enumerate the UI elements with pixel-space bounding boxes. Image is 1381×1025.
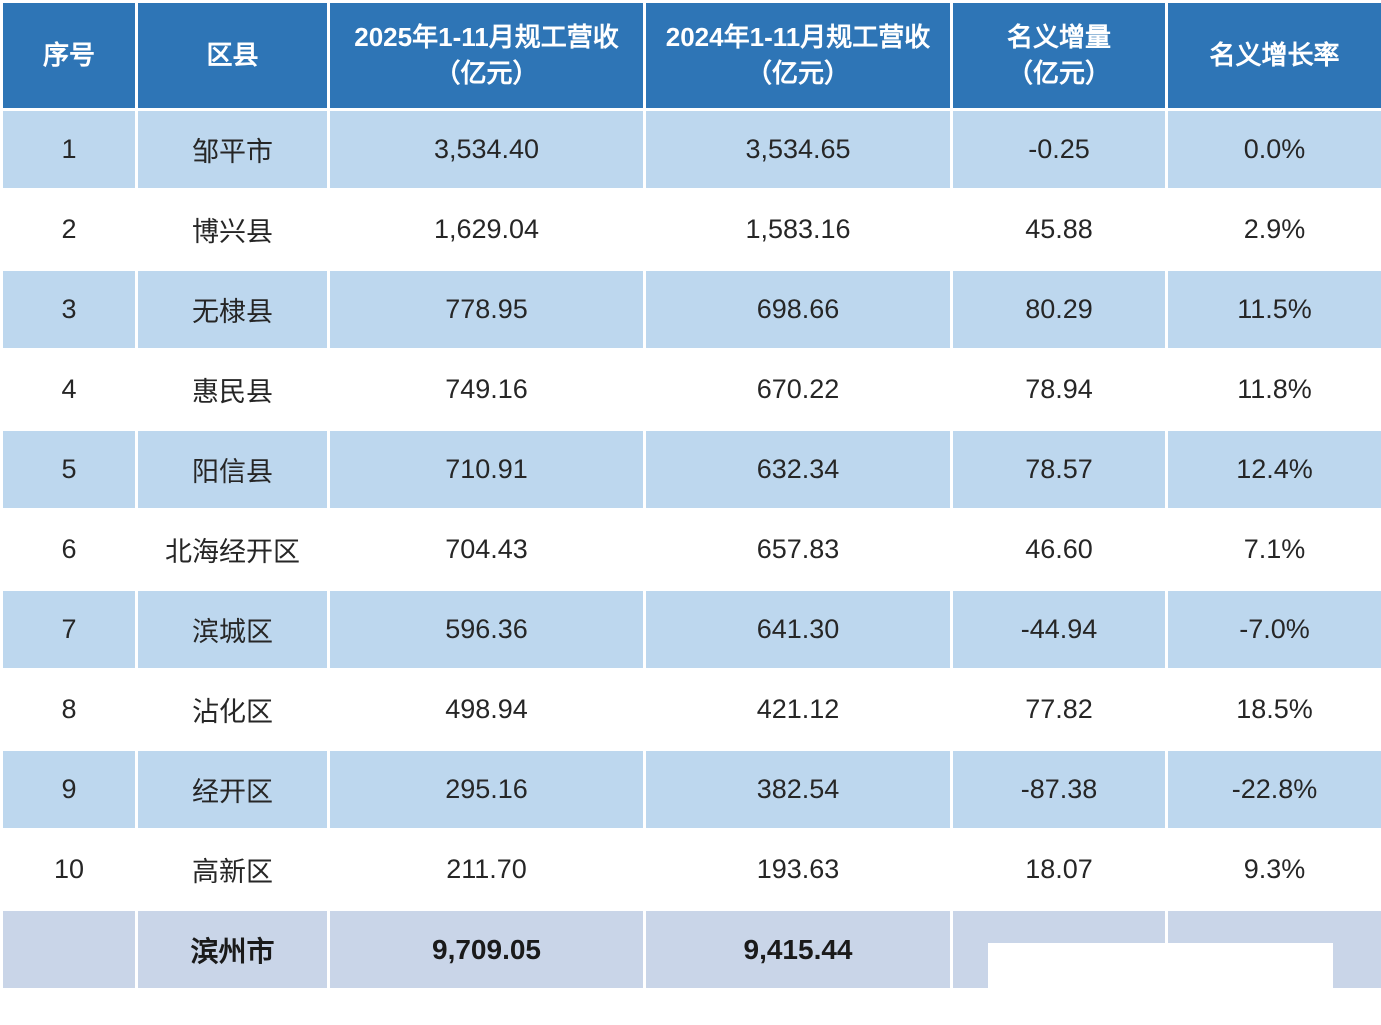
cell-delta: 80.29	[950, 268, 1168, 351]
cell-rank: 7	[0, 588, 138, 671]
cell-rank: 5	[0, 428, 138, 511]
table-row: 2 博兴县 1,629.04 1,583.16 45.88 2.9%	[0, 188, 1381, 271]
cell-delta: 46.60	[950, 508, 1168, 591]
cell-rev-2024: 421.12	[643, 668, 953, 751]
cell-delta: -44.94	[950, 588, 1168, 671]
col-header-rank: 序号	[0, 0, 138, 111]
cell-delta: 77.82	[950, 668, 1168, 751]
cell-district: 惠民县	[135, 348, 330, 431]
col-header-rev-2024: 2024年1-11月规工营收 （亿元）	[643, 0, 953, 111]
cell-rev-2025: 498.94	[327, 668, 646, 751]
cell-rate: 7.1%	[1165, 508, 1381, 591]
cell-rank: 8	[0, 668, 138, 751]
cell-rev-2024: 1,583.16	[643, 188, 953, 271]
cell-delta: 45.88	[950, 188, 1168, 271]
cell-district: 邹平市	[135, 108, 330, 191]
cell-rev-2025: 295.16	[327, 748, 646, 831]
cell-rank	[0, 908, 138, 991]
cell-rev-2024: 698.66	[643, 268, 953, 351]
col-header-rate: 名义增长率	[1165, 0, 1381, 111]
cell-rev-2024: 670.22	[643, 348, 953, 431]
table-row: 6 北海经开区 704.43 657.83 46.60 7.1%	[0, 508, 1381, 591]
cell-district: 滨州市	[135, 908, 330, 991]
cell-district: 经开区	[135, 748, 330, 831]
cell-delta: 18.07	[950, 828, 1168, 911]
cell-rate: 0.0%	[1165, 108, 1381, 191]
cell-rev-2024: 632.34	[643, 428, 953, 511]
cell-rate: 12.4%	[1165, 428, 1381, 511]
cell-delta: -87.38	[950, 748, 1168, 831]
table-row: 1 邹平市 3,534.40 3,534.65 -0.25 0.0%	[0, 108, 1381, 191]
cell-rank: 2	[0, 188, 138, 271]
watermark-cover	[988, 943, 1333, 1009]
table-row: 9 经开区 295.16 382.54 -87.38 -22.8%	[0, 748, 1381, 831]
col-header-rev-2025: 2025年1-11月规工营收 （亿元）	[327, 0, 646, 111]
cell-rev-2025: 710.91	[327, 428, 646, 511]
cell-delta: 78.57	[950, 428, 1168, 511]
table-row: 7 滨城区 596.36 641.30 -44.94 -7.0%	[0, 588, 1381, 671]
cell-rate: -7.0%	[1165, 588, 1381, 671]
table-row: 3 无棣县 778.95 698.66 80.29 11.5%	[0, 268, 1381, 351]
revenue-table: 序号 区县 2025年1-11月规工营收 （亿元） 2024年1-11月规工营收…	[0, 0, 1381, 991]
cell-district: 高新区	[135, 828, 330, 911]
cell-delta: -0.25	[950, 108, 1168, 191]
col-header-district: 区县	[135, 0, 330, 111]
cell-rev-2024: 657.83	[643, 508, 953, 591]
cell-rev-2024: 9,415.44	[643, 908, 953, 991]
cell-district: 沾化区	[135, 668, 330, 751]
header-row: 序号 区县 2025年1-11月规工营收 （亿元） 2024年1-11月规工营收…	[0, 0, 1381, 111]
cell-rate: 9.3%	[1165, 828, 1381, 911]
table-row: 4 惠民县 749.16 670.22 78.94 11.8%	[0, 348, 1381, 431]
cell-rev-2024: 382.54	[643, 748, 953, 831]
cell-rev-2025: 3,534.40	[327, 108, 646, 191]
cell-rev-2025: 1,629.04	[327, 188, 646, 271]
cell-rate: 11.8%	[1165, 348, 1381, 431]
cell-rank: 4	[0, 348, 138, 431]
cell-district: 无棣县	[135, 268, 330, 351]
table-row: 10 高新区 211.70 193.63 18.07 9.3%	[0, 828, 1381, 911]
cell-rank: 3	[0, 268, 138, 351]
cell-rate: 2.9%	[1165, 188, 1381, 271]
cell-rate: -22.8%	[1165, 748, 1381, 831]
cell-rev-2024: 641.30	[643, 588, 953, 671]
col-header-delta: 名义增量 （亿元）	[950, 0, 1168, 111]
cell-rev-2025: 704.43	[327, 508, 646, 591]
cell-rev-2025: 749.16	[327, 348, 646, 431]
cell-rev-2025: 9,709.05	[327, 908, 646, 991]
cell-rate: 18.5%	[1165, 668, 1381, 751]
cell-rate: 11.5%	[1165, 268, 1381, 351]
cell-rev-2025: 596.36	[327, 588, 646, 671]
cell-district: 博兴县	[135, 188, 330, 271]
cell-district: 北海经开区	[135, 508, 330, 591]
cell-rev-2025: 211.70	[327, 828, 646, 911]
cell-rank: 10	[0, 828, 138, 911]
cell-delta: 78.94	[950, 348, 1168, 431]
table-row: 5 阳信县 710.91 632.34 78.57 12.4%	[0, 428, 1381, 511]
cell-district: 滨城区	[135, 588, 330, 671]
cell-district: 阳信县	[135, 428, 330, 511]
cell-rank: 9	[0, 748, 138, 831]
cell-rev-2025: 778.95	[327, 268, 646, 351]
cell-rev-2024: 3,534.65	[643, 108, 953, 191]
cell-rank: 6	[0, 508, 138, 591]
cell-rev-2024: 193.63	[643, 828, 953, 911]
cell-rank: 1	[0, 108, 138, 191]
table-row: 8 沾化区 498.94 421.12 77.82 18.5%	[0, 668, 1381, 751]
